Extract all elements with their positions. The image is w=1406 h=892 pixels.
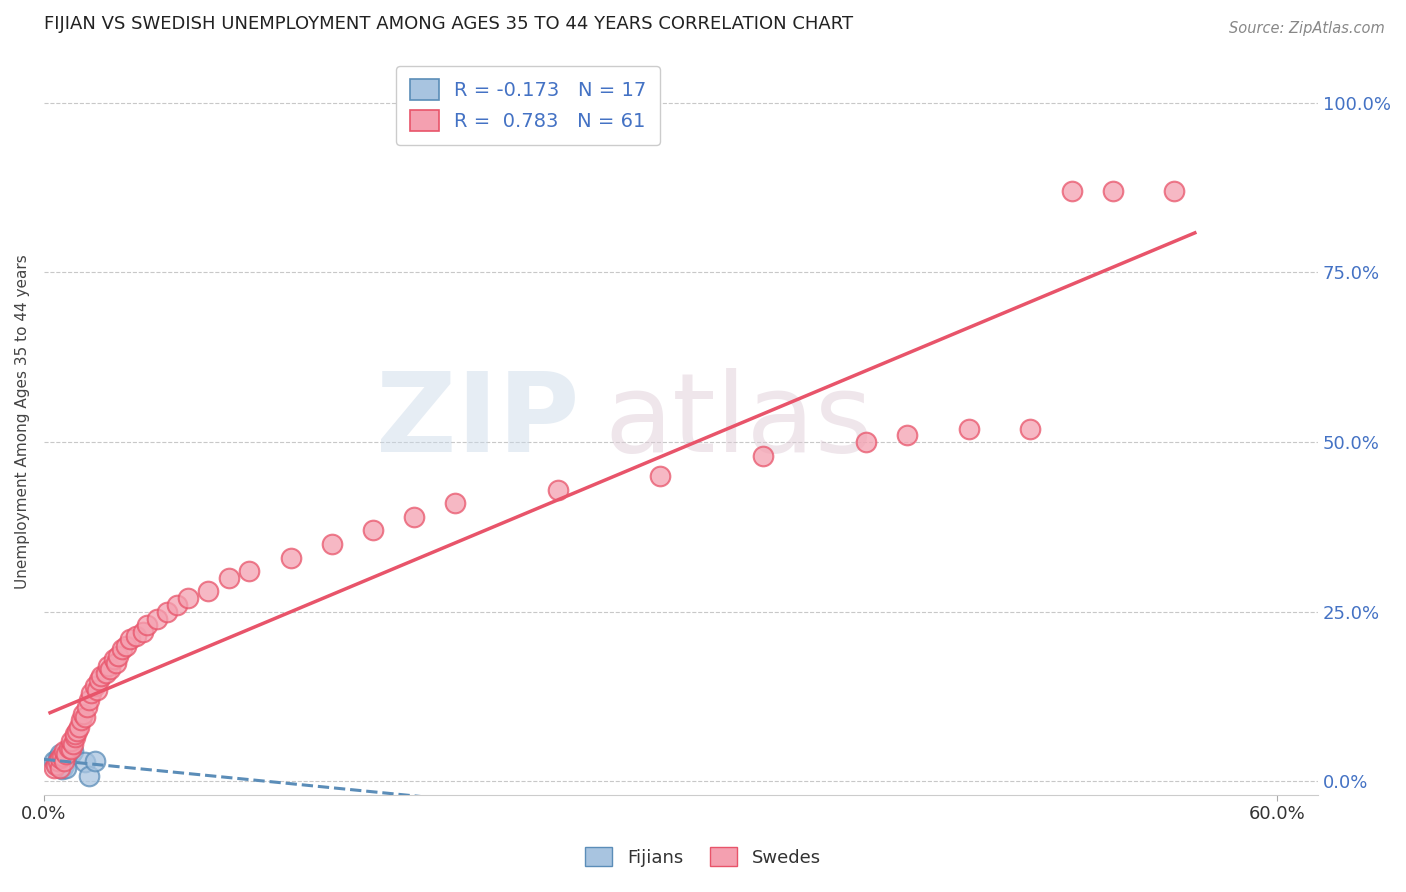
- Point: [131, 625, 153, 640]
- Point: [103, 652, 125, 666]
- Point: [72, 706, 94, 721]
- Point: [51, 762, 73, 776]
- Point: [58, 740, 80, 755]
- Y-axis label: Unemployment Among Ages 35 to 44 years: Unemployment Among Ages 35 to 44 years: [15, 254, 30, 589]
- Point: [62, 737, 84, 751]
- Text: Source: ZipAtlas.com: Source: ZipAtlas.com: [1229, 21, 1385, 36]
- Point: [53, 750, 76, 764]
- Point: [77, 769, 100, 783]
- Point: [90, 669, 112, 683]
- Point: [177, 591, 200, 606]
- Point: [94, 665, 117, 680]
- Point: [49, 747, 72, 762]
- Point: [280, 550, 302, 565]
- Point: [120, 632, 142, 646]
- Point: [73, 756, 96, 770]
- Point: [321, 537, 343, 551]
- Point: [53, 757, 76, 772]
- Legend: R = -0.173   N = 17, R =  0.783   N = 61: R = -0.173 N = 17, R = 0.783 N = 61: [396, 66, 661, 145]
- Text: FIJIAN VS SWEDISH UNEMPLOYMENT AMONG AGES 35 TO 44 YEARS CORRELATION CHART: FIJIAN VS SWEDISH UNEMPLOYMENT AMONG AGE…: [44, 15, 853, 33]
- Point: [855, 435, 877, 450]
- Point: [44, 754, 66, 768]
- Point: [89, 673, 111, 687]
- Point: [1019, 421, 1042, 435]
- Point: [115, 639, 138, 653]
- Point: [73, 710, 96, 724]
- Point: [238, 564, 260, 578]
- Point: [547, 483, 569, 497]
- Point: [46, 750, 69, 764]
- Point: [361, 524, 384, 538]
- Point: [135, 618, 157, 632]
- Text: ZIP: ZIP: [375, 368, 579, 475]
- Point: [70, 714, 93, 728]
- Point: [125, 629, 148, 643]
- Point: [53, 744, 76, 758]
- Point: [107, 648, 129, 663]
- Point: [63, 731, 86, 745]
- Point: [896, 428, 918, 442]
- Point: [59, 747, 82, 762]
- Point: [67, 720, 90, 734]
- Point: [1060, 184, 1083, 198]
- Point: [62, 744, 84, 758]
- Point: [66, 723, 89, 738]
- Point: [49, 759, 72, 773]
- Point: [44, 761, 66, 775]
- Point: [156, 605, 179, 619]
- Point: [402, 509, 425, 524]
- Point: [46, 756, 69, 770]
- Point: [1101, 184, 1123, 198]
- Point: [49, 750, 72, 764]
- Text: atlas: atlas: [605, 368, 873, 475]
- Point: [45, 757, 67, 772]
- Point: [80, 686, 103, 700]
- Point: [1163, 184, 1185, 198]
- Point: [752, 449, 775, 463]
- Legend: Fijians, Swedes: Fijians, Swedes: [578, 840, 828, 874]
- Point: [84, 680, 107, 694]
- Point: [76, 699, 98, 714]
- Point: [59, 742, 82, 756]
- Point: [46, 754, 69, 768]
- Point: [45, 757, 67, 772]
- Point: [197, 584, 219, 599]
- Point: [97, 659, 120, 673]
- Point: [59, 733, 82, 747]
- Point: [218, 571, 240, 585]
- Point: [55, 748, 77, 763]
- Point: [63, 727, 86, 741]
- Point: [51, 754, 73, 768]
- Point: [111, 642, 134, 657]
- Point: [957, 421, 980, 435]
- Point: [77, 693, 100, 707]
- Point: [166, 598, 188, 612]
- Point: [55, 761, 77, 775]
- Point: [84, 754, 107, 768]
- Point: [98, 663, 121, 677]
- Point: [86, 682, 108, 697]
- Point: [51, 748, 73, 763]
- Point: [104, 656, 127, 670]
- Point: [55, 747, 77, 762]
- Point: [49, 761, 72, 775]
- Point: [53, 754, 76, 768]
- Point: [650, 469, 672, 483]
- Point: [444, 496, 467, 510]
- Point: [146, 611, 169, 625]
